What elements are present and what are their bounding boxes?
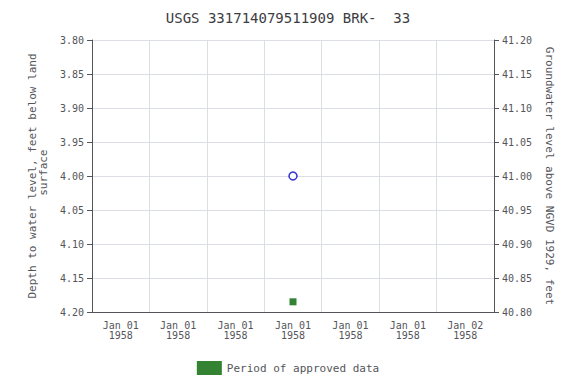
svg-text:surface: surface	[37, 150, 50, 203]
svg-text:40.95: 40.95	[502, 205, 532, 216]
svg-text:4.15: 4.15	[60, 273, 84, 284]
svg-text:1958: 1958	[453, 330, 477, 341]
svg-text:4.10: 4.10	[60, 239, 84, 250]
svg-text:4.00: 4.00	[60, 171, 84, 182]
svg-text:Jan 01: Jan 01	[389, 319, 426, 331]
svg-text:Jan 01: Jan 01	[160, 319, 197, 331]
svg-text:41.20: 41.20	[502, 35, 532, 46]
svg-text:1958: 1958	[109, 330, 133, 341]
svg-text:Jan 01: Jan 01	[102, 319, 139, 331]
svg-text:4.20: 4.20	[60, 307, 84, 318]
svg-text:3.90: 3.90	[60, 103, 84, 114]
svg-text:1958: 1958	[166, 330, 190, 341]
svg-text:Jan 01: Jan 01	[217, 319, 254, 331]
svg-text:3.95: 3.95	[60, 137, 84, 148]
svg-text:Period of approved data: Period of approved data	[227, 362, 379, 375]
svg-text:3.85: 3.85	[60, 69, 84, 80]
svg-text:40.80: 40.80	[502, 307, 532, 318]
svg-text:40.90: 40.90	[502, 239, 532, 250]
svg-text:Jan 02: Jan 02	[447, 319, 484, 331]
svg-text:USGS 331714079511909 BRK- 33: USGS 331714079511909 BRK- 33	[166, 10, 410, 26]
svg-text:40.85: 40.85	[502, 273, 532, 284]
svg-text:Jan 01: Jan 01	[332, 319, 369, 331]
svg-text:1958: 1958	[338, 330, 362, 341]
svg-text:1958: 1958	[224, 330, 248, 341]
svg-text:Groundwater level above NGVD 1: Groundwater level above NGVD 1929, feet	[543, 47, 556, 305]
svg-text:Depth to water level, feet bel: Depth to water level, feet below land	[26, 53, 39, 299]
svg-text:41.10: 41.10	[502, 103, 532, 114]
svg-text:41.00: 41.00	[502, 171, 532, 182]
svg-text:Jan 01: Jan 01	[274, 319, 312, 331]
svg-text:3.80: 3.80	[60, 35, 84, 46]
svg-text:1958: 1958	[281, 330, 305, 341]
svg-text:4.05: 4.05	[60, 205, 84, 216]
svg-text:41.05: 41.05	[502, 137, 532, 148]
svg-text:41.15: 41.15	[502, 69, 532, 80]
svg-text:1958: 1958	[396, 330, 420, 341]
